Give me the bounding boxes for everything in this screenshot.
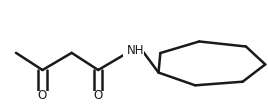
Text: NH: NH xyxy=(126,44,144,57)
Bar xyxy=(122,42,144,61)
Bar xyxy=(90,91,106,102)
Bar xyxy=(35,91,50,102)
Text: O: O xyxy=(94,89,103,102)
Text: O: O xyxy=(38,89,47,102)
